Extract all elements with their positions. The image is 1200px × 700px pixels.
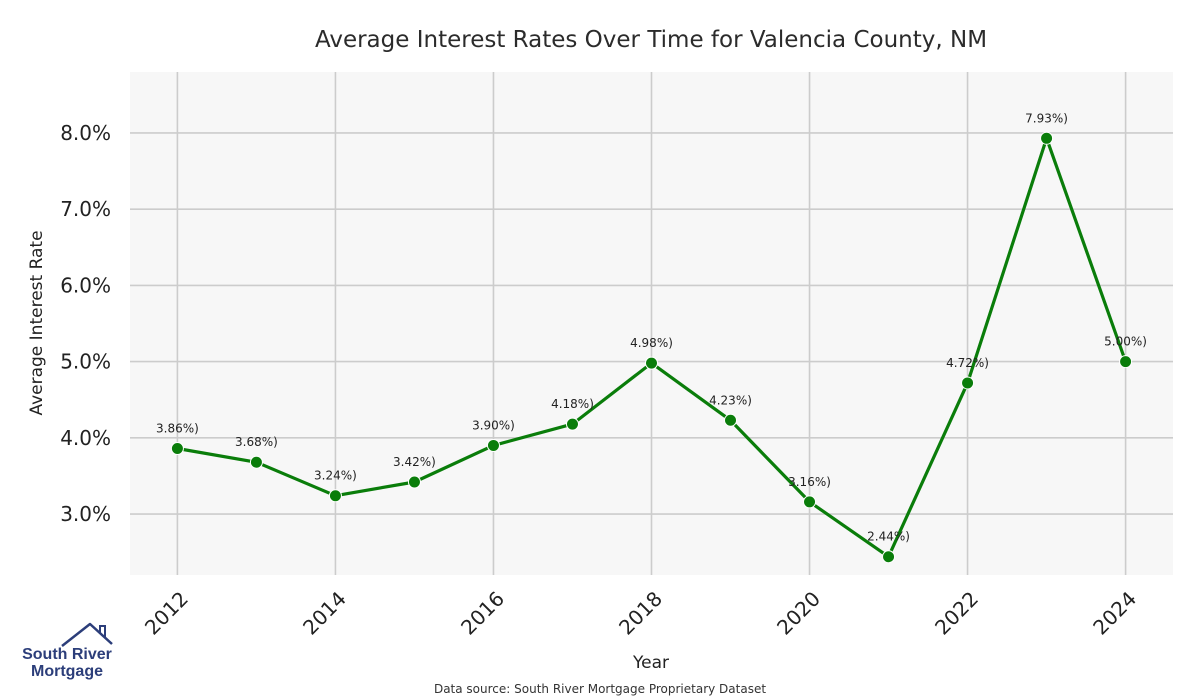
y-tick-label: 7.0% xyxy=(60,197,111,221)
data-point xyxy=(249,455,263,469)
x-tick-label: 2022 xyxy=(930,587,983,640)
y-tick-label: 5.0% xyxy=(60,350,111,374)
logo-line1: South River xyxy=(22,646,112,663)
data-label: 5.00%) xyxy=(1104,335,1147,349)
data-point xyxy=(645,356,658,370)
x-tick-label: 2012 xyxy=(140,587,193,640)
data-label: 3.90%) xyxy=(472,418,515,432)
data-label: 3.86%) xyxy=(156,421,199,435)
chart-title: Average Interest Rates Over Time for Val… xyxy=(315,27,987,53)
x-axis-label: Year xyxy=(632,653,669,673)
logo-line2: Mortgage xyxy=(31,663,103,680)
x-axis-ticks: 2012 2014 2016 2018 2020 2022 2024 xyxy=(140,587,1141,640)
data-point xyxy=(961,376,975,390)
data-point xyxy=(1040,131,1054,145)
source-note: Data source: South River Mortgage Propri… xyxy=(434,682,766,696)
y-tick-label: 6.0% xyxy=(60,273,111,297)
series-interest-rate xyxy=(170,131,1133,564)
x-tick-label: 2018 xyxy=(614,587,667,640)
data-label: 4.98%) xyxy=(630,336,673,350)
data-label: 4.18%) xyxy=(551,397,594,411)
y-tick-label: 8.0% xyxy=(60,121,111,145)
y-axis-ticks: 3.0% 4.0% 5.0% 6.0% 7.0% 8.0% xyxy=(60,121,111,526)
data-label: 4.23%) xyxy=(709,393,752,407)
data-point xyxy=(882,550,896,564)
data-label: 3.24%) xyxy=(314,469,357,483)
data-label: 3.16%) xyxy=(788,475,831,489)
data-label: 4.72%) xyxy=(946,356,989,370)
data-point xyxy=(803,495,817,509)
data-point xyxy=(724,413,738,427)
data-label: 3.42%) xyxy=(393,455,436,469)
data-point xyxy=(565,417,579,431)
data-point xyxy=(1119,355,1133,369)
data-labels: 3.86%) 3.68%) 3.24%) 3.42%) 3.90%) 4.18%) 4.98… xyxy=(156,111,1147,543)
y-axis-label: Average Interest Rate xyxy=(27,230,47,415)
data-point xyxy=(170,441,184,455)
x-tick-label: 2020 xyxy=(772,587,825,640)
y-tick-label: 4.0% xyxy=(60,426,111,450)
data-point xyxy=(407,475,421,489)
data-label: 7.93%) xyxy=(1025,111,1068,125)
data-label: 3.68%) xyxy=(235,435,278,449)
x-tick-label: 2024 xyxy=(1088,587,1141,640)
x-tick-label: 2016 xyxy=(456,587,509,640)
y-tick-label: 3.0% xyxy=(60,502,111,526)
data-label: 2.44%) xyxy=(867,530,910,544)
data-point xyxy=(328,489,342,503)
data-point xyxy=(486,438,500,452)
x-tick-label: 2014 xyxy=(298,587,351,640)
company-logo: South River Mortgage xyxy=(22,622,113,680)
house-icon xyxy=(61,622,113,647)
